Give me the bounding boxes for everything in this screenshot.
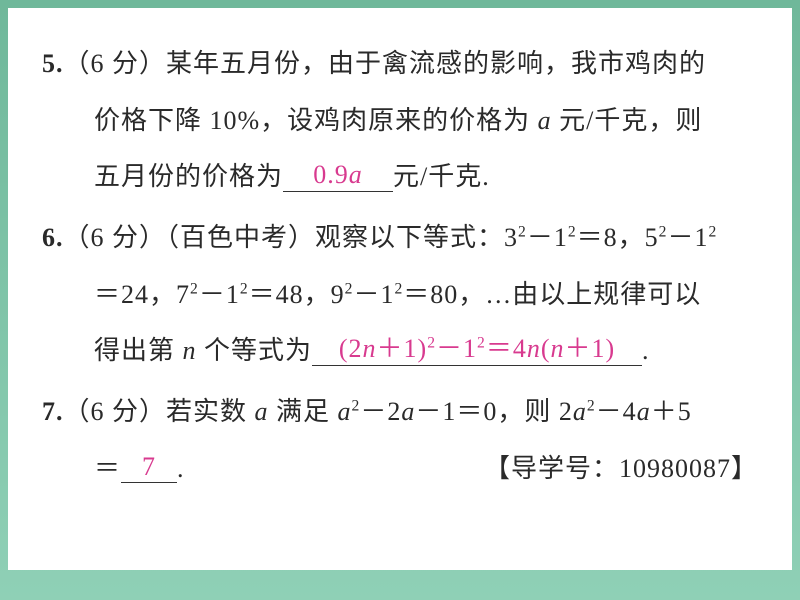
problem-7: 7.（6 分）若实数 a 满足 a2－2a－1＝0，则 2a2－4a＋5 ＝7.… xyxy=(42,384,758,497)
points-label: （6 分） xyxy=(64,397,167,426)
text: 得出第 xyxy=(94,336,183,365)
text: 观察以下等式：32－12＝8，52－12 xyxy=(315,223,717,252)
variable-n: n xyxy=(183,336,197,365)
answer-value: 0.9a0.9a xyxy=(313,160,363,189)
text: 价格下降 10%，设鸡肉原来的价格为 xyxy=(94,106,538,135)
text: 个等式为 xyxy=(197,336,313,365)
variable-a: a xyxy=(338,397,352,426)
answer-blank: 7 xyxy=(121,451,177,483)
text: 五月份的价格为 xyxy=(94,162,283,191)
text: . xyxy=(177,454,185,483)
source-label: （百色中考） xyxy=(166,223,315,252)
problem-number: 5. xyxy=(42,49,64,78)
text: ＝ xyxy=(94,454,121,483)
problem-6: 6.（6 分）（百色中考）观察以下等式：32－12＝8，52－12 ＝24，72… xyxy=(42,210,758,380)
text: 若实数 xyxy=(166,397,255,426)
text: 2－2 xyxy=(352,397,402,426)
variable-a: a xyxy=(538,106,552,135)
answer-value: (2n＋1)2－12＝4n(n＋1) xyxy=(339,334,615,363)
points-label: （6 分） xyxy=(64,49,167,78)
guide-number: 【导学号：10980087】 xyxy=(484,441,758,498)
answer-value: 7 xyxy=(142,452,156,481)
text: . xyxy=(642,336,650,365)
problem-number: 6. xyxy=(42,223,64,252)
text: ＋5 xyxy=(651,397,692,426)
points-label: （6 分） xyxy=(64,223,167,252)
text: ＝24，72－12＝48，92－12＝80，…由以上规律可以 xyxy=(94,280,701,309)
answer-blank: 0.9a0.9a xyxy=(283,159,393,191)
problem-5: 5.（6 分）某年五月份，由于禽流感的影响，我市鸡肉的 价格下降 10%，设鸡肉… xyxy=(42,36,758,206)
variable-a: a xyxy=(637,397,651,426)
text: 2－4 xyxy=(587,397,637,426)
variable-a: a xyxy=(573,397,587,426)
problem-number: 7. xyxy=(42,397,64,426)
text: 元/千克. xyxy=(393,162,490,191)
variable-a: a xyxy=(401,397,415,426)
text: －1＝0，则 2 xyxy=(415,397,573,426)
variable-a: a xyxy=(255,397,269,426)
worksheet-page: 5.（6 分）某年五月份，由于禽流感的影响，我市鸡肉的 价格下降 10%，设鸡肉… xyxy=(8,8,792,570)
text: 元/千克，则 xyxy=(552,106,703,135)
answer-blank: (2n＋1)2－12＝4n(n＋1) xyxy=(312,333,642,365)
text: 满足 xyxy=(269,397,338,426)
text: 某年五月份，由于禽流感的影响，我市鸡肉的 xyxy=(166,49,706,78)
